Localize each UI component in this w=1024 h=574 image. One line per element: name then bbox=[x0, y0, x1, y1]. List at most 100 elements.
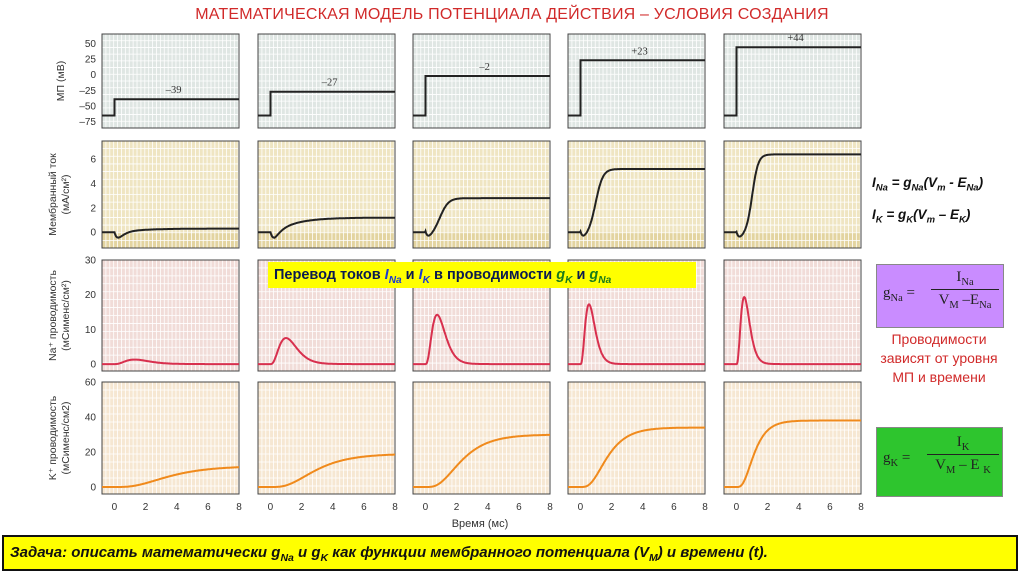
x-tick-label: 2 bbox=[143, 502, 149, 513]
panel-frame bbox=[257, 140, 396, 249]
panel-frame bbox=[101, 381, 240, 495]
panel-frame bbox=[567, 381, 706, 495]
gk-lhs-sub: K bbox=[890, 458, 899, 469]
gna-num-sub: Na bbox=[961, 277, 974, 288]
y-tick-label: 0 bbox=[90, 483, 96, 494]
na-trace-0 bbox=[102, 358, 239, 366]
task-statement: Задача: описать математически gNa и gK к… bbox=[2, 535, 1018, 571]
ik-eq-g-sub: K bbox=[906, 214, 914, 226]
x-tick-label: 6 bbox=[671, 502, 677, 513]
ik-eq-e: – E bbox=[934, 206, 959, 222]
ik-eq-v-sub: m bbox=[926, 214, 935, 226]
panel-frame bbox=[723, 381, 862, 495]
slide-title: МАТЕМАТИЧЕСКАЯ МОДЕЛЬ ПОТЕНЦИАЛА ДЕЙСТВИ… bbox=[195, 6, 829, 23]
task-suffix: ) и времени (t). bbox=[657, 544, 768, 561]
na-trace-1 bbox=[258, 336, 395, 366]
mp-trace-2 bbox=[413, 75, 550, 117]
gna-den-v: V bbox=[938, 292, 950, 308]
gk-num-i: I bbox=[956, 434, 962, 450]
gna-den-e: –E bbox=[958, 292, 980, 308]
gna-formula-lhs: gNa = bbox=[883, 285, 915, 304]
ina-eq-lhs: I bbox=[872, 175, 876, 190]
x-tick-label: 2 bbox=[454, 502, 460, 513]
gk-den-v-sub: M bbox=[945, 465, 956, 476]
panel-frame bbox=[257, 381, 396, 495]
gna-den-v-sub: M bbox=[949, 300, 959, 311]
x-tick-label: 8 bbox=[858, 502, 864, 513]
ik-eq-g: = g bbox=[882, 206, 907, 222]
panel-frame bbox=[101, 259, 240, 372]
ina-eq-g-sub: Na bbox=[911, 182, 924, 194]
x-tick-label: 4 bbox=[796, 502, 802, 513]
k-trace-1 bbox=[258, 453, 395, 488]
y-tick-label: 10 bbox=[85, 325, 97, 336]
k-trace-2 bbox=[413, 433, 550, 488]
banner-gna-sub: Na bbox=[598, 274, 612, 286]
k-trace-3 bbox=[568, 426, 705, 488]
y-axis-label: Мембранный ток(мА/см²) bbox=[47, 153, 72, 236]
gna-lhs-g: g bbox=[883, 285, 891, 301]
task-vm-sub: M bbox=[648, 552, 658, 564]
x-tick-label: 4 bbox=[640, 502, 646, 513]
ik-equation: IK = gK(Vm – EK) bbox=[872, 202, 983, 234]
k-trace-0 bbox=[102, 466, 239, 488]
step-voltage-label-3: +23 bbox=[631, 46, 647, 57]
panel-frame bbox=[567, 140, 706, 249]
y-tick-label: 25 bbox=[85, 55, 97, 66]
banner-ik-sub: K bbox=[422, 274, 430, 286]
ina-eq-close: ) bbox=[978, 175, 984, 190]
gna-formula-box: gNa = INa VM –ENa bbox=[876, 264, 1004, 328]
gna-den-e-sub: Na bbox=[979, 300, 992, 311]
y-tick-label: 0 bbox=[90, 360, 96, 371]
gk-lhs-eq: = bbox=[898, 450, 911, 466]
banner-ik: I bbox=[418, 267, 423, 283]
panel-frame bbox=[412, 381, 551, 495]
x-tick-label: 0 bbox=[578, 502, 584, 513]
y-tick-label: –50 bbox=[79, 102, 96, 113]
panel-frame bbox=[257, 33, 396, 129]
task-gk-sub: K bbox=[320, 552, 329, 564]
panel-frame bbox=[101, 140, 240, 249]
current-trace-3 bbox=[568, 168, 705, 237]
panel-frame bbox=[412, 33, 551, 129]
panel-frame bbox=[723, 259, 862, 372]
x-tick-label: 6 bbox=[205, 502, 211, 513]
panel-frame bbox=[412, 259, 551, 372]
mp-trace-1 bbox=[258, 90, 395, 117]
y-axis-label: МП (мВ) bbox=[55, 61, 67, 101]
gk-den-v: V bbox=[935, 457, 946, 473]
y-tick-label: –25 bbox=[79, 86, 96, 97]
banner-gna: g bbox=[589, 267, 599, 283]
current-trace-1 bbox=[258, 216, 395, 239]
gk-lhs-g: g bbox=[883, 450, 891, 466]
y-tick-label: 20 bbox=[85, 290, 97, 301]
k-trace-4 bbox=[724, 419, 861, 488]
x-tick-label: 0 bbox=[734, 502, 740, 513]
current-trace-4 bbox=[724, 153, 861, 238]
x-tick-label: 2 bbox=[609, 502, 615, 513]
banner-and-2: и bbox=[572, 267, 590, 283]
gna-denominator: VM –ENa bbox=[931, 290, 999, 311]
ik-eq-close: ) bbox=[965, 206, 971, 222]
x-tick-label: 0 bbox=[112, 502, 118, 513]
x-axis-label: Время (мс) bbox=[452, 518, 509, 530]
y-tick-label: 2 bbox=[90, 203, 96, 214]
y-tick-label: –75 bbox=[79, 117, 96, 128]
current-trace-2 bbox=[413, 197, 550, 237]
gk-numerator: IK bbox=[927, 434, 999, 455]
y-tick-label: 30 bbox=[85, 256, 97, 267]
x-tick-label: 6 bbox=[516, 502, 522, 513]
banner-mid: в проводимости bbox=[429, 267, 557, 283]
na-trace-2 bbox=[413, 313, 550, 366]
y-tick-label: 0 bbox=[90, 228, 96, 239]
banner-gk: g bbox=[556, 267, 566, 283]
gk-formula-fraction: IK VM – E K bbox=[927, 434, 999, 476]
gna-lhs-sub: Na bbox=[890, 293, 903, 304]
x-tick-label: 8 bbox=[236, 502, 242, 513]
gna-num-i: I bbox=[956, 269, 962, 285]
y-tick-label: 60 bbox=[85, 378, 97, 389]
x-tick-label: 0 bbox=[268, 502, 274, 513]
x-tick-label: 4 bbox=[174, 502, 180, 513]
panel-frame bbox=[567, 33, 706, 129]
